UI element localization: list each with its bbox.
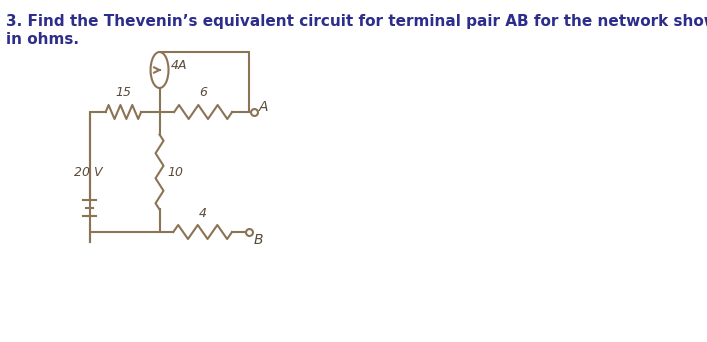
Text: in ohms.: in ohms. xyxy=(6,32,79,47)
Text: 4A: 4A xyxy=(170,58,187,71)
Text: 20 V: 20 V xyxy=(74,166,103,179)
Text: B: B xyxy=(253,233,263,247)
Text: 6: 6 xyxy=(199,86,207,99)
Text: 3. Find the Thevenin’s equivalent circuit for terminal pair AB for the network s: 3. Find the Thevenin’s equivalent circui… xyxy=(6,14,707,29)
Text: A: A xyxy=(258,100,268,114)
Text: 10: 10 xyxy=(167,166,183,179)
Text: 15: 15 xyxy=(115,86,132,99)
Text: 4: 4 xyxy=(199,207,206,220)
